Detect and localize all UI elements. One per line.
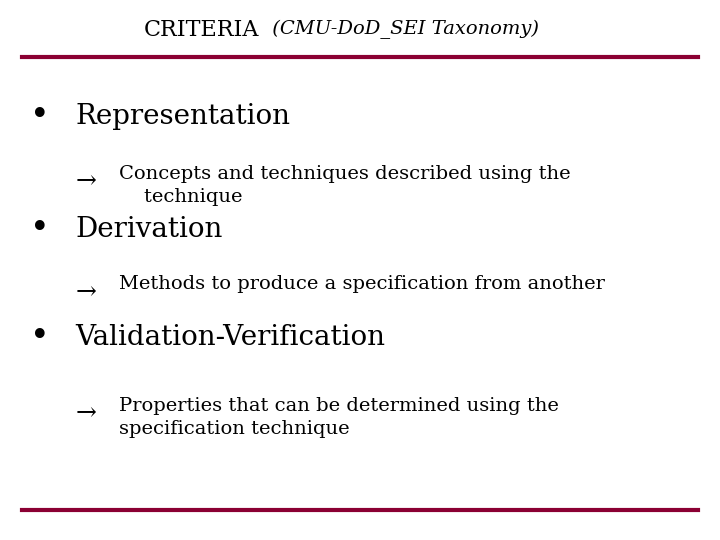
Text: →: → <box>76 402 96 426</box>
Text: CRITERIA: CRITERIA <box>144 19 259 40</box>
Text: Derivation: Derivation <box>76 216 223 243</box>
Text: (CMU-DoD_SEI Taxonomy): (CMU-DoD_SEI Taxonomy) <box>266 20 539 39</box>
Text: Methods to produce a specification from another: Methods to produce a specification from … <box>119 275 605 293</box>
Text: •: • <box>30 321 50 354</box>
Text: Properties that can be determined using the
specification technique: Properties that can be determined using … <box>119 397 559 438</box>
Text: →: → <box>76 170 96 193</box>
Text: Representation: Representation <box>76 103 291 130</box>
Text: →: → <box>76 281 96 304</box>
Text: •: • <box>30 213 50 246</box>
Text: •: • <box>30 100 50 132</box>
Text: Concepts and techniques described using the
    technique: Concepts and techniques described using … <box>119 165 570 206</box>
Text: Validation-Verification: Validation-Verification <box>76 324 386 351</box>
